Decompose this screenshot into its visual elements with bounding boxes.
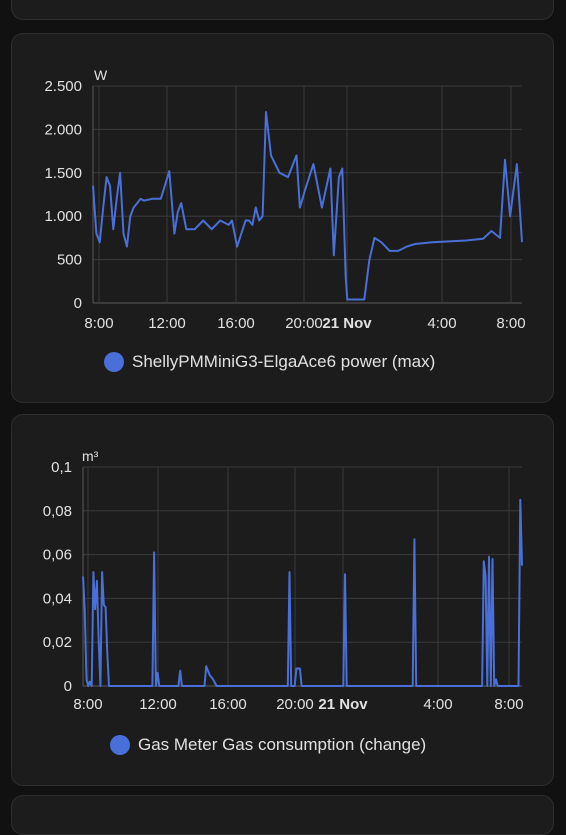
y-tick-label: 1.000	[44, 208, 82, 225]
x-tick-label: 12:00	[148, 315, 186, 332]
y-tick-label: 0,02	[43, 634, 72, 651]
series-line[interactable]	[92, 111, 523, 301]
gas-legend-label: Gas Meter Gas consumption (change)	[138, 735, 427, 754]
x-tick-label: 21 Nov	[318, 696, 368, 713]
unit-label: W	[94, 67, 108, 83]
y-tick-label: 0,08	[43, 503, 72, 520]
y-tick-label: 2.000	[44, 121, 82, 138]
x-tick-label: 4:00	[427, 315, 456, 332]
x-tick-label: 4:00	[423, 696, 452, 713]
y-tick-label: 1.500	[44, 165, 82, 182]
series-line[interactable]	[82, 498, 523, 687]
x-tick-label: 16:00	[217, 315, 255, 332]
x-tick-label: 8:00	[496, 315, 525, 332]
y-tick-label: 0,04	[43, 590, 72, 607]
x-tick-label: 8:00	[494, 696, 523, 713]
gas-legend-dot	[110, 735, 130, 755]
gas-history-card[interactable]: 0,1 0,08 0,06 0,04 0,02 0 8:00 12:00 16:00 20:00 2…	[11, 414, 554, 786]
y-tick-label: 500	[57, 252, 82, 269]
previous-card	[11, 0, 554, 20]
y-tick-label: 0,06	[43, 547, 72, 564]
power-legend-dot	[104, 352, 124, 372]
power-legend[interactable]: ShellyPMMiniG3-ElgaAce6 power (max)	[104, 352, 435, 372]
x-tick-label: 16:00	[209, 696, 247, 713]
gas-legend[interactable]: Gas Meter Gas consumption (change)	[110, 735, 426, 755]
y-tick-label: 2.500	[44, 78, 82, 95]
y-tick-label: 0,1	[51, 459, 72, 476]
x-tick-label: 21 Nov	[322, 315, 372, 332]
next-card	[11, 795, 554, 835]
y-tick-label: 0	[74, 295, 82, 312]
x-tick-label: 12:00	[139, 696, 177, 713]
y-tick-label: 0	[64, 678, 72, 695]
x-tick-label: 20:00	[285, 315, 323, 332]
power-history-card[interactable]: 2.500 2.000 1.500 1.000 500 0 8:00 12:00 16:00 20…	[11, 33, 554, 403]
power-legend-label: ShellyPMMiniG3-ElgaAce6 power (max)	[132, 352, 436, 371]
x-tick-label: 8:00	[84, 315, 113, 332]
unit-label: m³	[82, 448, 99, 464]
x-tick-label: 8:00	[73, 696, 102, 713]
x-tick-label: 20:00	[276, 696, 314, 713]
